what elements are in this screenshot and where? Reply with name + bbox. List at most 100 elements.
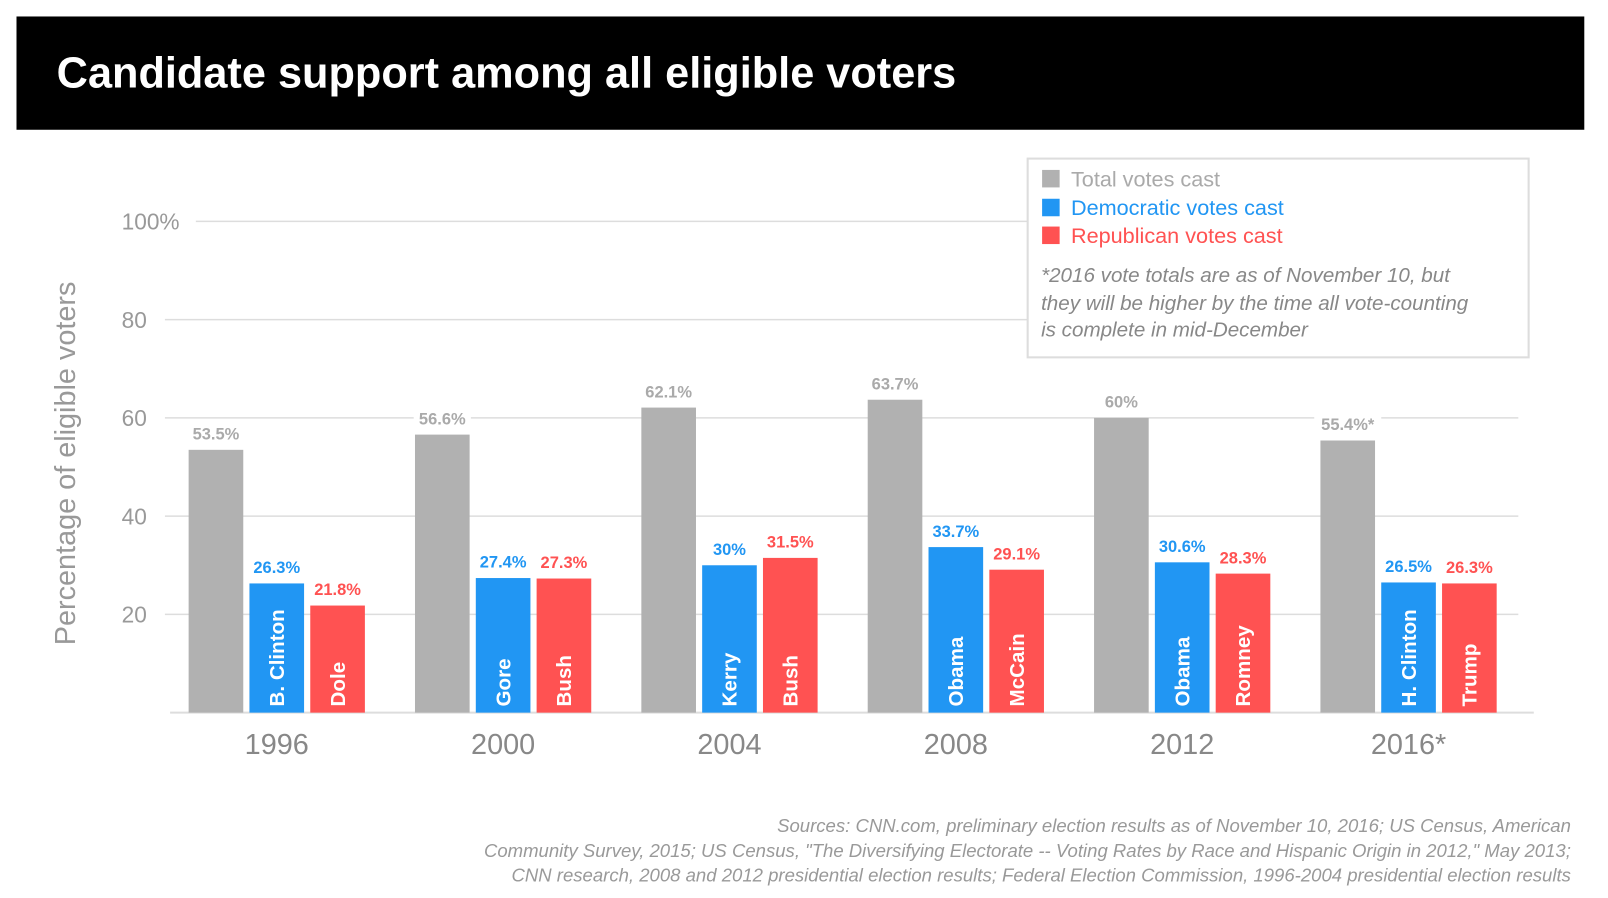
- data-label-bg: [640, 379, 698, 403]
- bar-total: [1094, 417, 1149, 713]
- bar-dem: [249, 583, 305, 713]
- candidate-label: Trump: [1459, 644, 1482, 707]
- data-label-bg: [1102, 390, 1141, 413]
- x-tick-label: 2004: [697, 729, 761, 761]
- data-label-rep: 31.5%: [767, 534, 814, 552]
- candidate-label: Gore: [492, 658, 515, 706]
- bar-dem: [702, 565, 757, 713]
- legend-note-line: *2016 vote totals are as of November 10,…: [1041, 264, 1451, 287]
- source-line: CNN research, 2008 and 2012 presidential…: [511, 865, 1570, 886]
- legend-note-line: they will be higher by the time all vote…: [1041, 292, 1469, 315]
- data-label-bg: [248, 555, 306, 579]
- y-axis-title: Percentage of eligible voters: [50, 282, 82, 646]
- data-label-bg: [535, 550, 593, 574]
- data-label-bg: [710, 537, 749, 561]
- data-label-bg: [413, 406, 471, 430]
- data-label-rep: 21.8%: [314, 581, 361, 599]
- y-tick-label: 60: [122, 405, 147, 431]
- candidate-label: Dole: [327, 662, 350, 707]
- y-tick-label: 100%: [122, 209, 180, 235]
- bar-total: [414, 434, 470, 713]
- x-tick-label: 1996: [245, 729, 309, 761]
- data-label-total: 62.1%: [645, 383, 692, 401]
- data-label-bg: [1153, 534, 1211, 558]
- legend-note-line: is complete in mid-December: [1041, 319, 1309, 342]
- legend-label-rep: Republican votes cast: [1071, 223, 1283, 248]
- candidate-label: Obama: [1171, 636, 1194, 706]
- data-label-rep: 27.3%: [541, 554, 588, 572]
- bar-dem: [1381, 582, 1436, 713]
- legend-box: [1026, 157, 1530, 359]
- candidate-label: Bush: [779, 655, 802, 706]
- data-label-total: 60%: [1105, 394, 1138, 412]
- bar-total: [867, 399, 923, 713]
- candidate-label: B. Clinton: [266, 609, 289, 706]
- data-label-dem: 33.7%: [932, 523, 979, 541]
- data-label-total: 53.5%: [193, 426, 240, 444]
- source-line: Community Survey, 2015; US Census, "The …: [484, 840, 1571, 861]
- bar-total: [188, 449, 244, 713]
- legend-swatch-rep: [1042, 226, 1060, 245]
- data-label-rep: 28.3%: [1220, 549, 1267, 567]
- candidate-label: McCain: [1006, 633, 1029, 706]
- source-line: Sources: CNN.com, preliminary election r…: [777, 815, 1571, 836]
- header-bar: [16, 16, 1585, 130]
- data-label-bg: [988, 541, 1046, 565]
- candidate-label: Kerry: [719, 652, 742, 706]
- legend: Total votes cast Democratic votes cast R…: [1026, 157, 1530, 359]
- x-tick-label: 2000: [471, 729, 535, 761]
- data-label-bg: [187, 422, 245, 445]
- legend-label-total: Total votes cast: [1071, 166, 1220, 191]
- data-label-bg: [927, 519, 985, 542]
- y-tick-label: 80: [122, 307, 147, 333]
- y-tick-label: 40: [122, 503, 147, 529]
- bar-dem: [1154, 562, 1210, 713]
- data-label-bg: [1214, 545, 1272, 569]
- bar-total: [641, 407, 696, 713]
- data-label-bg: [1379, 554, 1438, 578]
- data-label-dem: 27.4%: [480, 554, 527, 572]
- data-label-bg: [866, 371, 924, 395]
- page-title: Candidate support among all eligible vot…: [57, 50, 957, 98]
- data-label-dem: 26.5%: [1385, 558, 1432, 576]
- data-label-dem: 30.6%: [1159, 538, 1206, 556]
- data-label-total: 56.6%: [419, 410, 466, 428]
- bar-dem: [928, 547, 984, 713]
- bar-rep: [536, 578, 592, 713]
- data-label-bg: [761, 530, 819, 553]
- legend-swatch-total: [1042, 169, 1060, 188]
- data-label-bg: [474, 550, 532, 573]
- legend-swatch-dem: [1042, 198, 1060, 217]
- data-label-bg: [308, 577, 367, 601]
- bar-dem: [475, 578, 531, 713]
- x-axis-ticks: 1996 2000 2004 2008 2012 2016*: [245, 729, 1447, 761]
- data-label-total: 63.7%: [872, 375, 919, 393]
- bar-rep: [1215, 573, 1271, 713]
- bar-rep: [310, 605, 365, 713]
- x-tick-label: 2008: [924, 729, 988, 761]
- data-label-rep: 26.3%: [1446, 559, 1493, 577]
- bar-rep: [762, 557, 818, 713]
- sources: Sources: CNN.com, preliminary election r…: [484, 815, 1571, 885]
- legend-label-dem: Democratic votes cast: [1071, 195, 1284, 220]
- bars: 53.5% 26.3% B. Clinton 21.8% Dole 56.6% 27.4% G…: [187, 371, 1498, 713]
- data-label-bg: [1314, 412, 1382, 436]
- x-tick-label: 2016*: [1371, 729, 1446, 761]
- data-label-rep: 29.1%: [993, 545, 1040, 563]
- bar-total: [1320, 440, 1376, 713]
- gridlines: [164, 220, 1519, 616]
- x-tick-label: 2012: [1150, 729, 1214, 761]
- data-label-bg: [1440, 555, 1498, 579]
- data-label-total: 55.4%*: [1321, 416, 1375, 434]
- candidate-label: H. Clinton: [1398, 609, 1421, 706]
- candidate-label: Romney: [1232, 625, 1255, 707]
- candidate-label: Bush: [553, 655, 576, 706]
- bar-rep: [1442, 583, 1497, 713]
- candidate-label: Obama: [945, 636, 968, 706]
- y-axis-ticks: 20 40 60 80 100%: [122, 209, 180, 628]
- bar-rep: [989, 569, 1044, 713]
- y-tick-label: 20: [122, 602, 147, 628]
- data-label-dem: 26.3%: [253, 559, 300, 577]
- data-label-dem: 30%: [713, 541, 746, 559]
